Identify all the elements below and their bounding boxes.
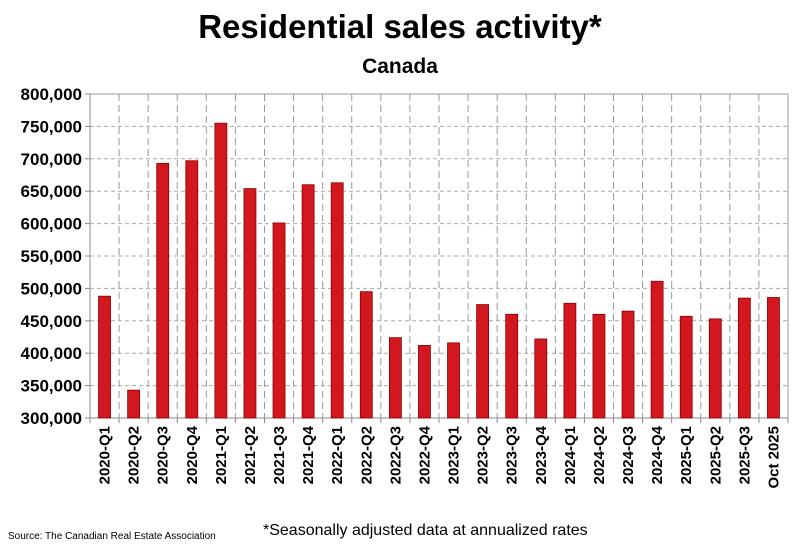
x-tick-label: 2021-Q2 (242, 426, 259, 484)
bar-2024-q2 (592, 313, 606, 419)
x-tick-label: 2023-Q1 (446, 426, 463, 484)
x-tick-label: Oct 2025 (765, 426, 782, 489)
x-tick-label: 2021-Q1 (213, 426, 230, 484)
bar-2020-q1 (98, 295, 111, 419)
bar-2021-q4 (301, 184, 315, 419)
x-tick-label: 2020-Q3 (155, 426, 172, 484)
y-tick-label: 550,000 (21, 247, 82, 266)
bar-2022-q3 (388, 337, 402, 419)
bar-2022-q4 (418, 345, 431, 419)
x-tick-label: 2021-Q3 (271, 426, 288, 484)
bar-oct-2025 (767, 297, 780, 419)
y-tick-label: 350,000 (21, 377, 82, 396)
chart-title: Residential sales activity* (198, 8, 602, 45)
bar-2024-q3 (621, 310, 635, 419)
x-tick-label: 2023-Q4 (533, 425, 550, 484)
bar-2021-q1 (214, 122, 228, 419)
y-tick-label: 700,000 (21, 150, 82, 169)
y-tick-label: 300,000 (21, 409, 82, 428)
y-tick-label: 500,000 (21, 279, 82, 298)
bar-2023-q3 (505, 313, 519, 419)
bar-2021-q2 (243, 188, 257, 419)
x-tick-label: 2025-Q3 (736, 426, 753, 484)
x-tick-label: 2024-Q3 (620, 426, 637, 484)
bar-2020-q4 (185, 160, 199, 419)
x-tick-label: 2020-Q4 (184, 425, 201, 484)
x-tick-label: 2024-Q4 (649, 425, 666, 484)
bar-2022-q2 (359, 291, 373, 419)
bar-2023-q1 (447, 342, 460, 419)
x-tick-label: 2021-Q4 (300, 425, 317, 484)
y-tick-label: 400,000 (21, 344, 82, 363)
y-tick-label: 650,000 (21, 182, 82, 201)
x-tick-label: 2020-Q1 (97, 426, 114, 484)
bar-2022-q1 (330, 182, 344, 419)
x-tick-label: 2024-Q2 (591, 426, 608, 484)
x-tick-label: 2022-Q1 (329, 426, 346, 484)
y-tick-label: 450,000 (21, 312, 82, 331)
bar-2020-q3 (156, 162, 170, 419)
y-tick-label: 750,000 (21, 117, 82, 136)
x-tick-label: 2022-Q4 (416, 425, 433, 484)
x-tick-label: 2025-Q2 (707, 426, 724, 484)
y-tick-label: 800,000 (21, 85, 82, 104)
footnote: *Seasonally adjusted data at annualized … (263, 522, 588, 539)
x-tick-label: 2020-Q2 (126, 426, 143, 484)
bar-2021-q3 (272, 222, 286, 419)
y-tick-label: 600,000 (21, 215, 82, 234)
bar-2020-q2 (127, 389, 141, 419)
x-tick-label: 2025-Q1 (678, 426, 695, 484)
x-tick-label: 2022-Q3 (387, 426, 404, 484)
bar-2023-q4 (534, 338, 548, 419)
x-tick-label: 2024-Q1 (562, 426, 579, 484)
source-note: Source: The Canadian Real Estate Associa… (8, 531, 216, 542)
bar-2024-q4 (650, 280, 664, 419)
x-tick-label: 2022-Q2 (358, 426, 375, 484)
bar-2025-q2 (708, 318, 722, 419)
bar-2023-q2 (476, 304, 490, 419)
x-tick-label: 2023-Q3 (504, 426, 521, 484)
chart-subtitle: Canada (362, 55, 438, 78)
bar-2025-q3 (737, 297, 751, 419)
x-tick-label: 2023-Q2 (475, 426, 492, 484)
bar-2025-q1 (679, 315, 693, 419)
bar-2024-q1 (563, 302, 577, 419)
